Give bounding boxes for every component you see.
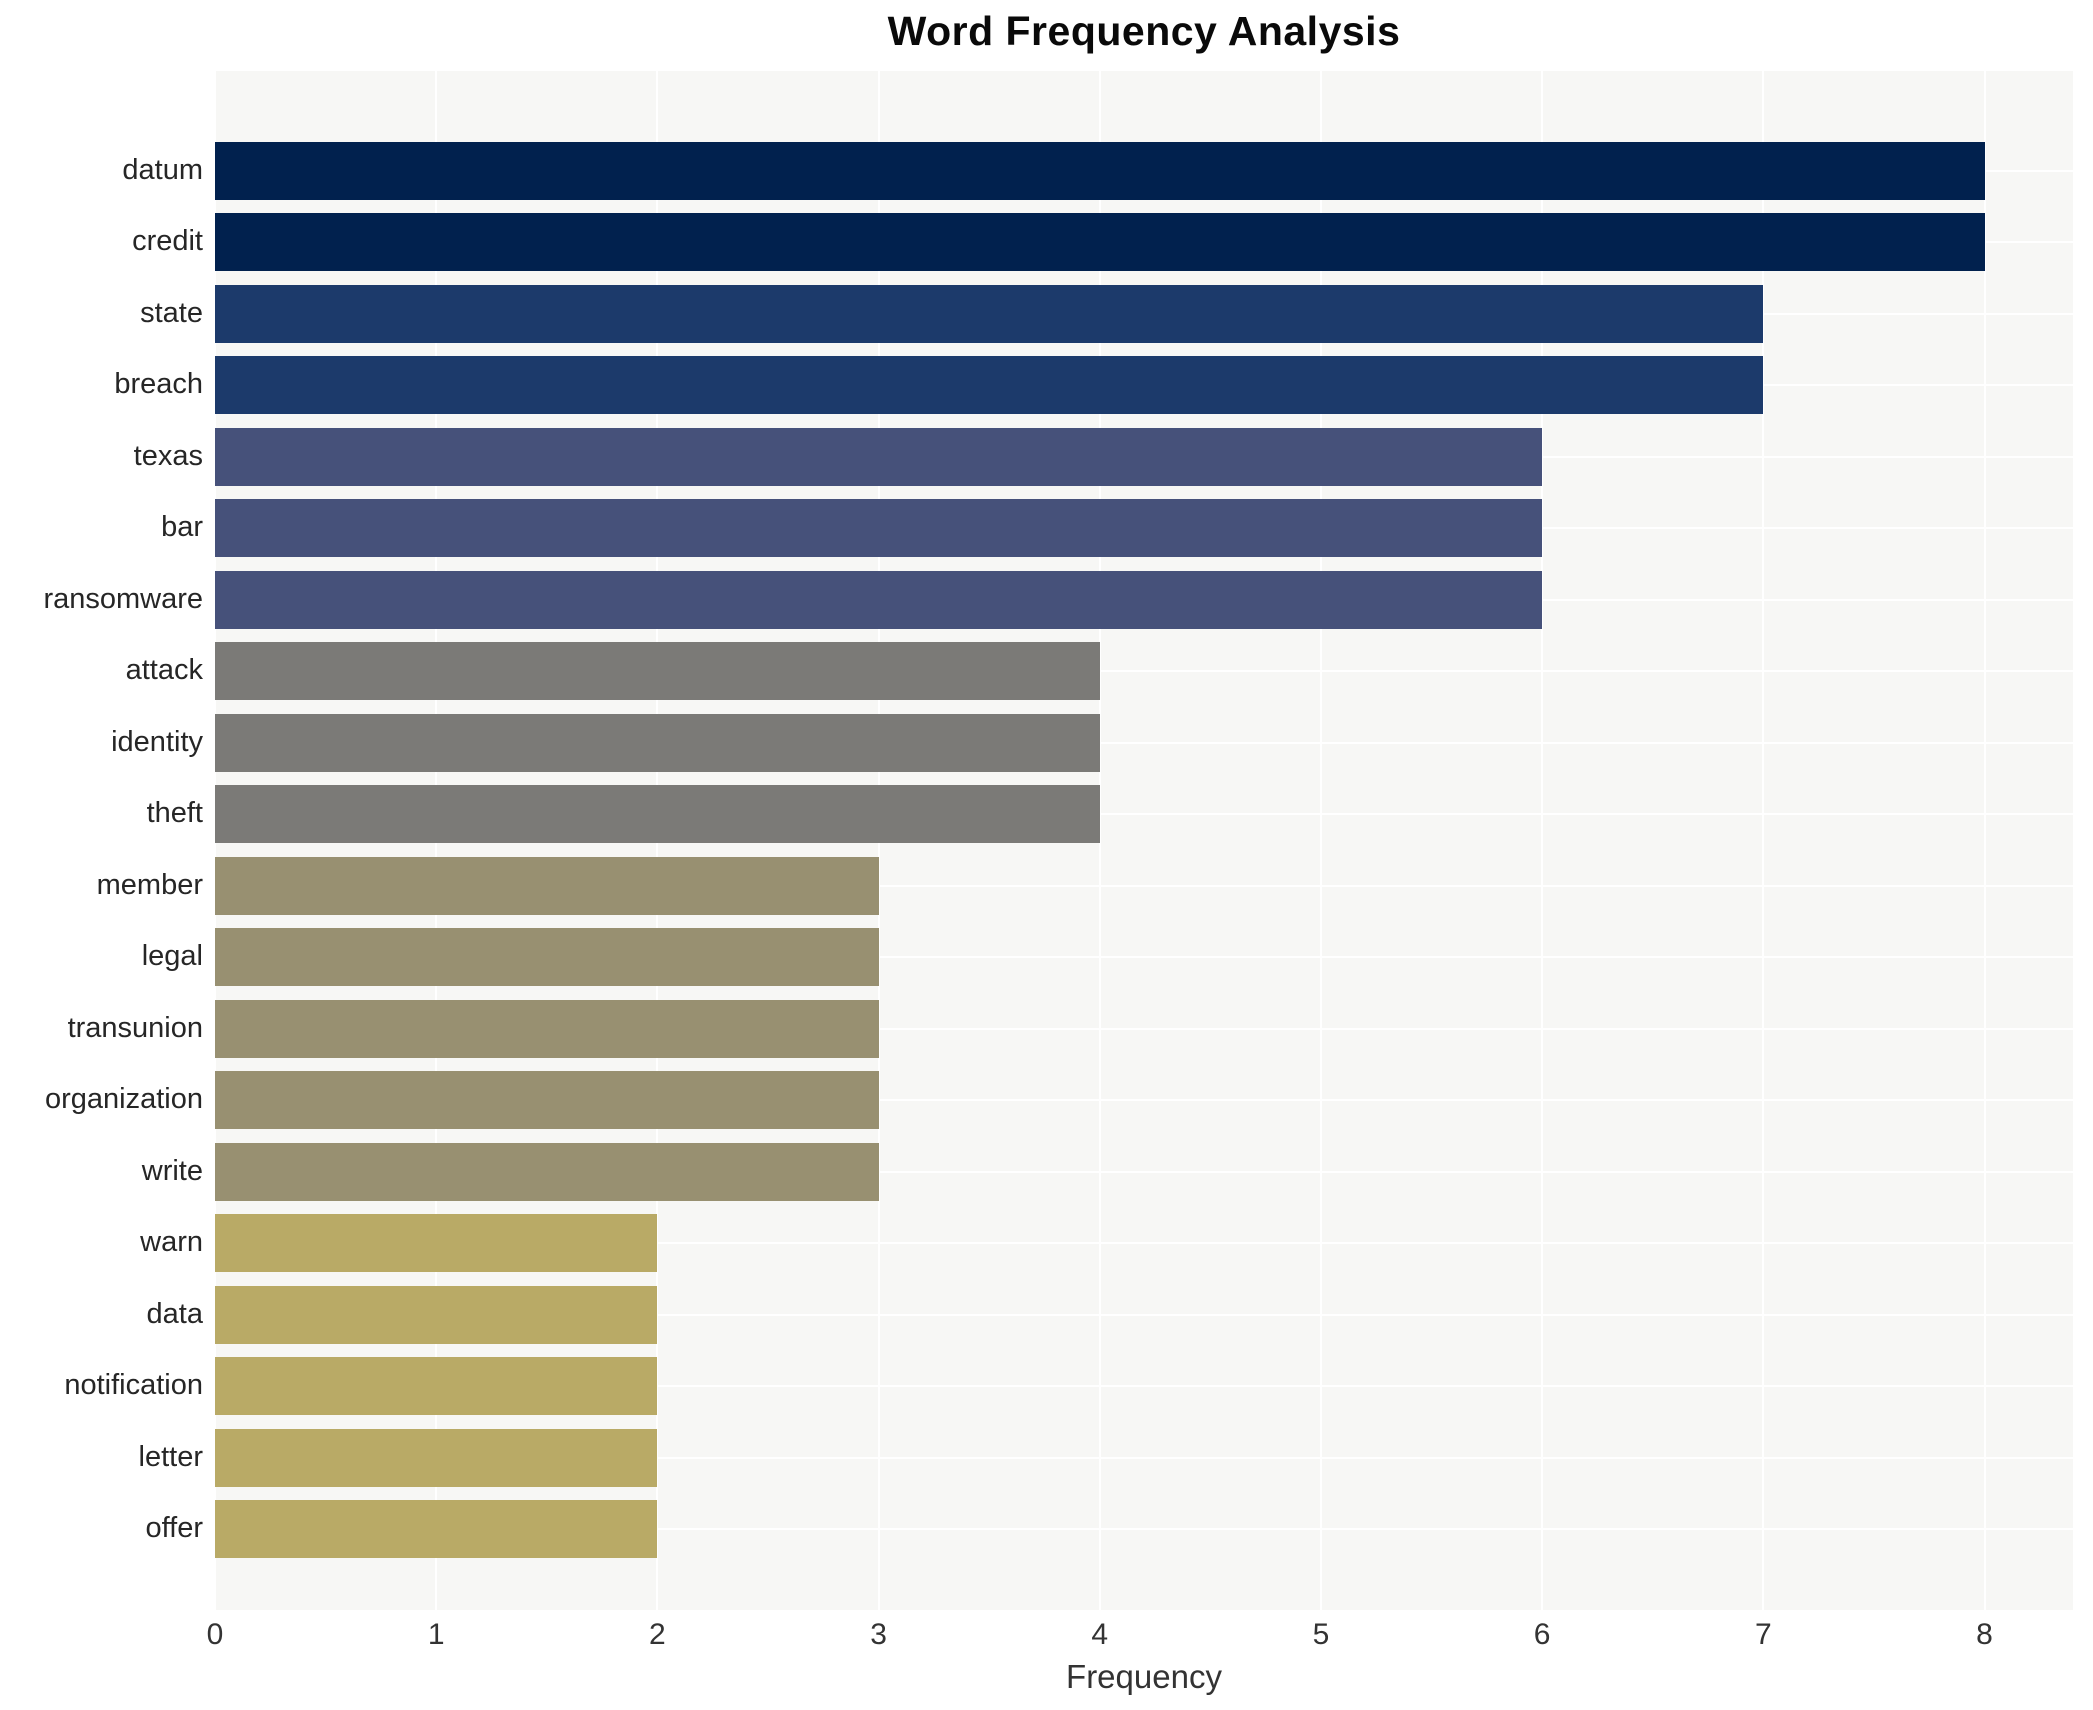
horizontal-gridline: [215, 1099, 2073, 1102]
y-tick-label-breach: breach: [114, 368, 203, 401]
plot-area: [214, 71, 2073, 1610]
horizontal-gridline: [215, 813, 2073, 816]
bar-attack: [215, 642, 1100, 701]
chart-title: Word Frequency Analysis: [887, 8, 1401, 54]
bar-ransomware: [215, 570, 1543, 629]
bar-offer: [215, 1500, 658, 1559]
y-tick-label-notification: notification: [64, 1369, 203, 1402]
vertical-gridline: [1098, 71, 1101, 1610]
y-tick-label-organization: organization: [45, 1083, 203, 1116]
y-tick-label-member: member: [96, 868, 203, 901]
horizontal-gridline: [215, 741, 2073, 744]
horizontal-gridline: [215, 1456, 2073, 1459]
y-tick-label-data: data: [146, 1297, 203, 1330]
bar-state: [215, 284, 1764, 343]
x-tick-label-0: 0: [206, 1618, 224, 1651]
bar-transunion: [215, 999, 879, 1058]
bar-bar: [215, 499, 1543, 558]
y-tick-label-write: write: [141, 1154, 203, 1187]
x-tick-label-5: 5: [1312, 1618, 1330, 1651]
x-tick-label-6: 6: [1533, 1618, 1551, 1651]
y-tick-label-legal: legal: [141, 940, 203, 973]
bar-datum: [215, 141, 1985, 200]
x-tick-label-2: 2: [649, 1618, 666, 1651]
y-tick-label-credit: credit: [132, 225, 203, 258]
bar-theft: [215, 785, 1100, 844]
y-tick-label-state: state: [140, 296, 203, 329]
horizontal-gridline: [215, 884, 2073, 887]
horizontal-gridline: [215, 1242, 2073, 1245]
bar-identity: [215, 713, 1100, 772]
x-tick-label-3: 3: [870, 1618, 887, 1651]
bar-organization: [215, 1071, 879, 1130]
y-tick-label-offer: offer: [145, 1512, 203, 1545]
vertical-gridline: [1541, 71, 1544, 1610]
bar-notification: [215, 1357, 658, 1416]
vertical-gridline: [1319, 71, 1322, 1610]
y-tick-label-letter: letter: [138, 1440, 203, 1473]
vertical-gridline: [1983, 71, 1986, 1610]
y-tick-label-texas: texas: [133, 439, 203, 472]
bar-data: [215, 1285, 658, 1344]
x-tick-label-4: 4: [1091, 1618, 1109, 1651]
horizontal-gridline: [215, 1528, 2073, 1531]
horizontal-gridline: [215, 670, 2073, 673]
bar-member: [215, 856, 879, 915]
x-axis-label: Frequency: [1066, 1658, 1222, 1695]
bar-texas: [215, 427, 1543, 486]
y-tick-label-attack: attack: [125, 654, 203, 687]
y-tick-label-theft: theft: [146, 797, 203, 830]
y-tick-label-ransomware: ransomware: [43, 582, 203, 615]
y-tick-label-warn: warn: [140, 1226, 203, 1259]
x-tick-label-8: 8: [1976, 1618, 1993, 1651]
bar-breach: [215, 356, 1764, 415]
x-tick-label-1: 1: [427, 1618, 445, 1651]
vertical-gridline: [1762, 71, 1765, 1610]
bar-warn: [215, 1214, 658, 1273]
horizontal-gridline: [215, 1170, 2073, 1173]
y-tick-label-transunion: transunion: [67, 1011, 203, 1044]
horizontal-gridline: [215, 1027, 2073, 1030]
horizontal-gridline: [215, 1313, 2073, 1316]
x-tick-label-7: 7: [1754, 1618, 1772, 1651]
y-tick-label-identity: identity: [111, 725, 203, 758]
horizontal-gridline: [215, 956, 2073, 959]
horizontal-gridline: [215, 1385, 2073, 1388]
bar-letter: [215, 1428, 658, 1487]
bar-credit: [215, 213, 1985, 272]
y-tick-label-bar: bar: [161, 511, 203, 544]
bar-legal: [215, 928, 879, 987]
bar-write: [215, 1142, 879, 1201]
y-tick-label-datum: datum: [122, 153, 203, 186]
